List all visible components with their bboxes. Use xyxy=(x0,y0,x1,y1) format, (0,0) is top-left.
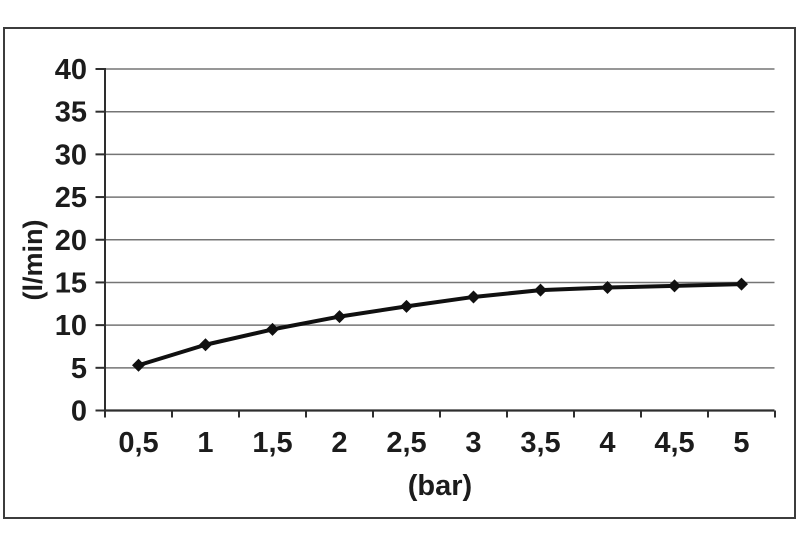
y-tick-label: 20 xyxy=(55,225,87,257)
data-point-marker xyxy=(266,322,279,336)
x-tick-label: 3,5 xyxy=(520,427,560,459)
data-point-marker xyxy=(735,277,748,291)
y-tick-label: 40 xyxy=(55,54,87,86)
x-tick-label: 2 xyxy=(331,427,347,459)
data-point-marker xyxy=(668,279,681,293)
y-tick-label: 25 xyxy=(55,182,87,214)
data-point-marker xyxy=(199,338,212,352)
x-axis-title: (bar) xyxy=(407,470,473,502)
chart-frame xyxy=(3,27,796,519)
data-point-marker xyxy=(534,283,547,297)
y-tick-label: 30 xyxy=(55,139,87,171)
x-tick-label: 0,5 xyxy=(118,427,158,459)
data-point-marker xyxy=(132,358,145,372)
x-tick-label: 4,5 xyxy=(654,427,694,459)
y-tick-label: 10 xyxy=(55,310,87,342)
data-point-marker xyxy=(467,290,480,304)
y-axis-title: (l/min) xyxy=(18,219,48,301)
x-tick-label: 1 xyxy=(197,427,213,459)
x-tick-label: 3 xyxy=(465,427,481,459)
y-tick-label: 0 xyxy=(71,396,87,428)
y-tick-label: 5 xyxy=(71,353,87,385)
y-tick-label: 15 xyxy=(55,267,87,299)
y-tick-label: 35 xyxy=(55,97,87,129)
data-point-marker xyxy=(601,281,614,295)
x-tick-label: 1,5 xyxy=(252,427,292,459)
x-tick-label: 2,5 xyxy=(386,427,426,459)
x-tick-label: 4 xyxy=(599,427,615,459)
data-point-marker xyxy=(400,299,413,313)
data-point-marker xyxy=(333,310,346,324)
x-tick-label: 5 xyxy=(733,427,749,459)
series-line xyxy=(136,282,744,368)
